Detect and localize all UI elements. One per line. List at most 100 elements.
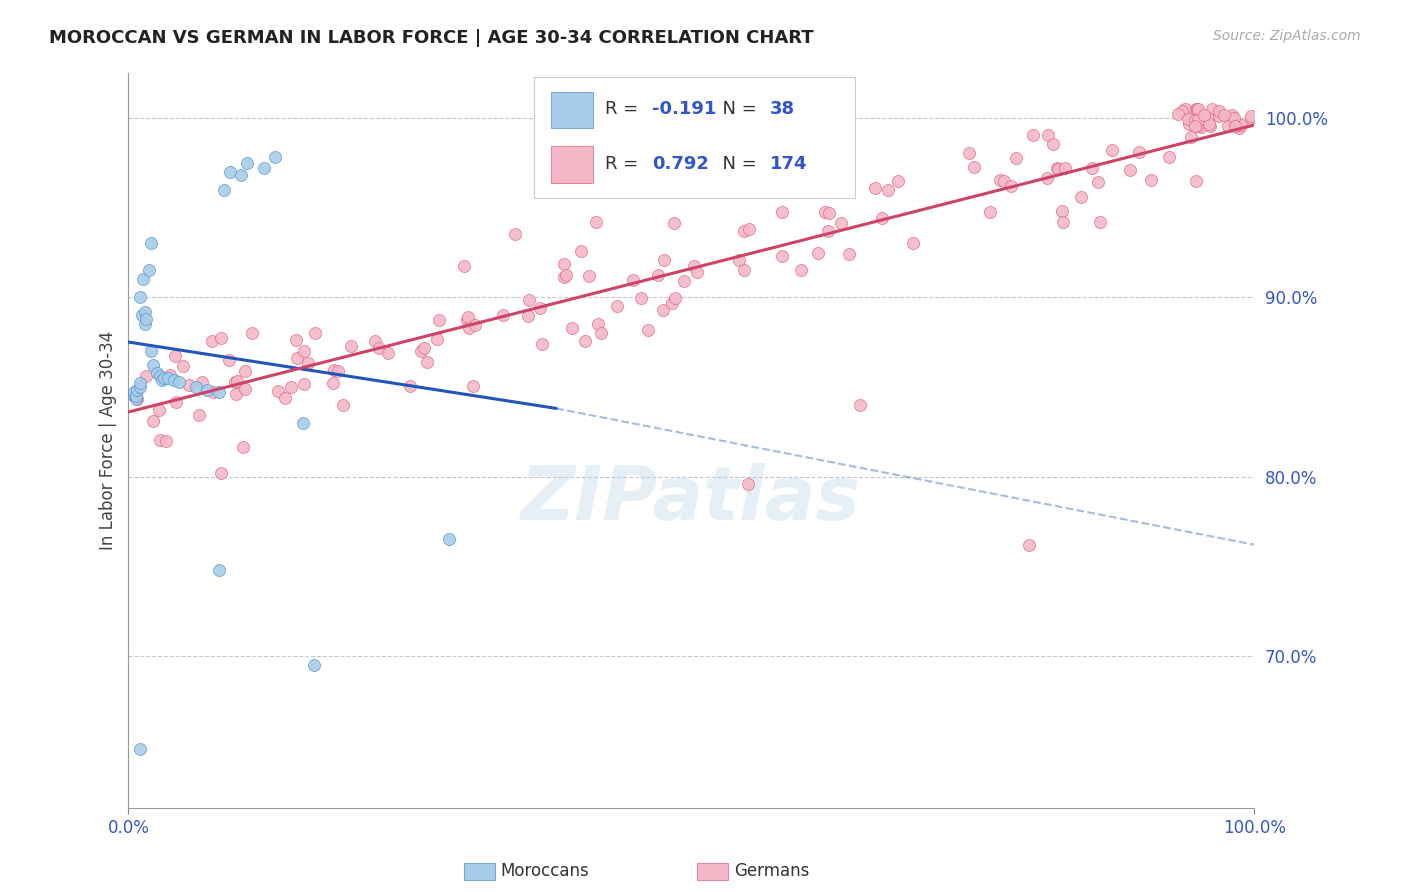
Point (838, 247, 860, 261)
Point (456, 313, 478, 327)
Point (1005, 151, 1028, 165)
Point (339, 339, 361, 353)
Point (830, 216, 852, 230)
Point (1053, 161, 1076, 175)
Point (148, 403, 170, 417)
Point (139, 344, 162, 359)
Point (1036, 128, 1059, 142)
Point (1225, 120, 1247, 134)
Point (142, 414, 165, 428)
Point (870, 211, 893, 226)
Point (1222, 111, 1244, 125)
Text: R =: R = (605, 154, 644, 172)
Point (1087, 175, 1109, 189)
Point (517, 293, 540, 308)
Point (292, 377, 315, 392)
Point (1180, 130, 1202, 145)
Point (153, 371, 176, 385)
Point (1227, 121, 1250, 136)
Point (304, 326, 326, 340)
Point (274, 391, 297, 405)
Point (226, 375, 249, 389)
Point (209, 331, 232, 345)
Point (574, 334, 596, 348)
Point (1192, 108, 1215, 122)
Point (979, 205, 1001, 219)
Point (492, 308, 515, 322)
Point (586, 318, 609, 332)
Point (790, 263, 813, 277)
Point (1185, 119, 1208, 133)
Point (630, 291, 652, 305)
Point (1042, 137, 1064, 152)
Point (1182, 116, 1205, 130)
Point (399, 379, 422, 393)
Point (863, 180, 886, 194)
Text: R =: R = (605, 101, 644, 119)
Point (553, 269, 575, 284)
Point (368, 341, 391, 355)
Point (150, 373, 173, 387)
Point (155, 434, 177, 448)
Point (770, 249, 793, 263)
Point (177, 378, 200, 392)
Point (453, 259, 475, 273)
Point (814, 204, 837, 219)
Point (1050, 204, 1073, 219)
Point (621, 273, 644, 287)
Point (1187, 113, 1209, 128)
Point (364, 334, 387, 348)
FancyBboxPatch shape (534, 77, 855, 198)
Point (461, 379, 484, 393)
Point (1185, 102, 1208, 116)
Point (957, 146, 980, 161)
Point (134, 304, 156, 318)
Point (252, 161, 274, 175)
Point (1201, 102, 1223, 116)
FancyBboxPatch shape (551, 146, 593, 183)
Point (849, 398, 872, 412)
Point (207, 563, 229, 577)
Point (817, 206, 839, 220)
Point (209, 466, 232, 480)
Point (529, 301, 551, 315)
Point (1187, 102, 1209, 116)
Text: 0.792: 0.792 (652, 154, 709, 172)
Point (1170, 104, 1192, 119)
Point (1185, 174, 1208, 188)
Point (128, 380, 150, 394)
Point (122, 389, 145, 403)
Point (1101, 143, 1123, 157)
Point (1184, 119, 1206, 133)
Text: ZIPatlas: ZIPatlas (522, 463, 862, 536)
Point (131, 308, 153, 322)
Point (807, 246, 830, 260)
Point (1174, 102, 1197, 116)
Point (817, 224, 839, 238)
Point (517, 310, 540, 324)
Point (139, 236, 162, 251)
Point (652, 253, 675, 268)
Point (377, 346, 399, 360)
Text: Moroccans: Moroccans (501, 863, 589, 880)
Point (505, 227, 527, 241)
Point (553, 257, 575, 271)
Point (201, 384, 224, 399)
Point (291, 416, 314, 430)
Point (149, 369, 172, 384)
Text: N =: N = (710, 154, 762, 172)
Point (187, 408, 209, 422)
Point (425, 332, 447, 346)
Point (1035, 170, 1057, 185)
Point (458, 320, 481, 334)
Point (232, 440, 254, 454)
Point (145, 366, 167, 380)
Point (122, 385, 145, 400)
Point (127, 392, 149, 406)
Point (1047, 162, 1070, 177)
Point (1197, 112, 1219, 126)
Point (664, 216, 686, 230)
Point (673, 274, 696, 288)
Point (1177, 112, 1199, 126)
Point (661, 296, 683, 310)
